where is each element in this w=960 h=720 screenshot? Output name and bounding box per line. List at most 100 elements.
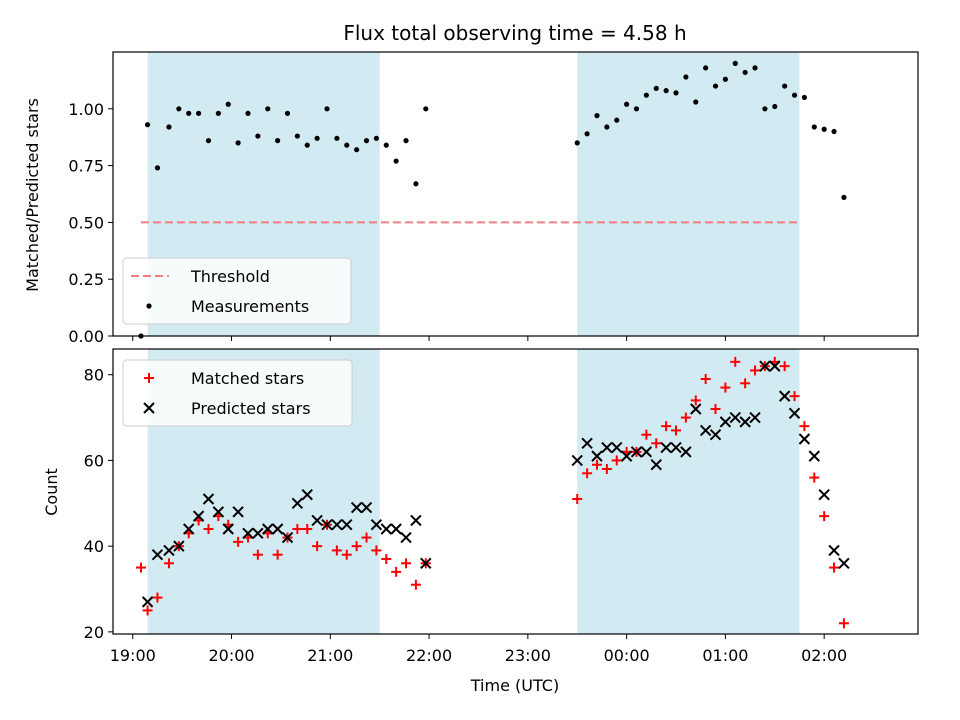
predicted-star-point xyxy=(670,441,682,454)
measurement-point xyxy=(811,124,817,130)
measurement-point xyxy=(265,106,271,112)
predicted-star-mark-b xyxy=(380,523,392,535)
matched-star-point xyxy=(252,549,263,560)
predicted-star-mark-b xyxy=(281,531,294,544)
matched-star-point xyxy=(371,545,382,556)
measurement-point xyxy=(712,83,719,89)
y-tick-label: 20 xyxy=(84,623,104,642)
measurement-point xyxy=(782,83,788,89)
measurement-point xyxy=(186,110,192,116)
predicted-star-mark-b xyxy=(630,446,643,458)
panel-frame xyxy=(112,51,919,337)
predicted-star-mark-b xyxy=(252,527,264,539)
predicted-star-point xyxy=(591,450,603,462)
predicted-star-mark-b xyxy=(341,519,353,531)
x-tick-label: 00:00 xyxy=(604,646,650,665)
matched-star-point xyxy=(331,545,342,556)
matched-star-point xyxy=(163,558,174,569)
predicted-star-mark-b xyxy=(798,433,811,445)
predicted-star-mark-b xyxy=(141,596,154,608)
measurement-point xyxy=(624,101,630,107)
predicted-star-point xyxy=(192,510,205,522)
predicted-star-mark-b xyxy=(370,519,383,531)
panel-frame xyxy=(112,348,919,635)
ratio-panel: 0.00 0.25 0.50 0.75 1.00 Threshold Measurement… xyxy=(68,51,919,346)
predicted-star-point xyxy=(571,454,583,467)
matched-star-point xyxy=(730,356,741,367)
matched-star-point xyxy=(651,438,662,449)
matched-star-point xyxy=(152,592,163,603)
x-axis-label: Time (UTC) xyxy=(470,676,559,695)
predicted-star-mark-b xyxy=(192,510,205,522)
count-panel: 20 40 60 80 19:00 20:00 21:00 22:00 23:00 00:00 01… xyxy=(84,348,919,665)
matched-star-point xyxy=(700,374,711,384)
predicted-star-point xyxy=(788,407,801,419)
predicted-star-mark-b xyxy=(321,519,333,531)
measurement-point xyxy=(154,165,161,171)
predicted-star-mark-b xyxy=(591,450,603,462)
matched-star-point xyxy=(203,524,214,534)
measurement-point xyxy=(166,124,172,130)
measurement-point xyxy=(801,94,808,101)
predicted-star-point xyxy=(370,519,383,531)
predicted-star-point xyxy=(611,441,623,454)
measurement-point xyxy=(215,110,221,116)
matched-star-point xyxy=(710,404,721,414)
predicted-star-point xyxy=(390,523,402,535)
legend-swatch-predicted xyxy=(143,402,155,414)
predicted-star-mark-b xyxy=(410,514,422,527)
measurement-point xyxy=(413,181,419,187)
measurement-point xyxy=(176,106,182,112)
measurement-point xyxy=(673,90,679,96)
predicted-star-point xyxy=(173,540,185,552)
measurement-point xyxy=(423,106,429,112)
predicted-star-mark-b xyxy=(778,390,791,402)
matched-star-point xyxy=(680,412,691,423)
measurement-point xyxy=(373,135,379,141)
legend: Threshold Measurements xyxy=(122,257,352,325)
measurement-point xyxy=(742,69,748,76)
measurement-point xyxy=(703,65,709,71)
measurement-point xyxy=(663,88,669,94)
predicted-star-mark-b xyxy=(262,523,274,535)
predicted-star-mark-b xyxy=(650,459,662,471)
measurement-point xyxy=(245,110,251,116)
y-tick-label: 0.00 xyxy=(68,327,104,346)
matched-star-point xyxy=(740,378,751,389)
predicted-star-point xyxy=(252,527,264,539)
predicted-star-mark-b xyxy=(222,523,234,535)
top-chart-title: Flux total observing time = 4.58 h xyxy=(343,21,686,45)
predicted-star-point xyxy=(838,557,850,569)
predicted-star-mark-b xyxy=(788,407,801,419)
measurement-point xyxy=(403,138,409,144)
matched-star-point xyxy=(391,566,402,577)
predicted-star-point xyxy=(410,514,422,527)
measurement-point xyxy=(383,142,389,148)
predicted-star-point xyxy=(301,489,313,501)
predicted-star-point xyxy=(380,523,392,535)
predicted-star-mark-b xyxy=(808,450,820,462)
predicted-star-mark-b xyxy=(660,441,672,454)
measurement-point xyxy=(831,128,837,135)
measurement-point xyxy=(344,142,350,148)
measurement-point xyxy=(594,113,600,119)
matched-star-point xyxy=(410,579,421,590)
predicted-star-point xyxy=(699,424,712,437)
measurement-point xyxy=(334,135,340,141)
predicted-star-point xyxy=(222,523,234,535)
measurement-point xyxy=(294,133,300,139)
measurement-point xyxy=(732,60,738,66)
predicted-star-point xyxy=(818,489,830,501)
predicted-star-mark-b xyxy=(232,506,244,518)
x-tick-label: 21:00 xyxy=(307,646,353,665)
measurement-point xyxy=(604,124,610,130)
predicted-star-mark-b xyxy=(611,441,623,454)
predicted-star-mark-b xyxy=(640,446,653,458)
predicted-star-mark-b xyxy=(601,441,613,454)
matched-star-point xyxy=(720,382,731,393)
matched-star-point xyxy=(829,562,840,573)
predicted-star-point xyxy=(778,390,791,402)
predicted-star-point xyxy=(281,531,294,544)
matched-star-point xyxy=(302,524,313,534)
